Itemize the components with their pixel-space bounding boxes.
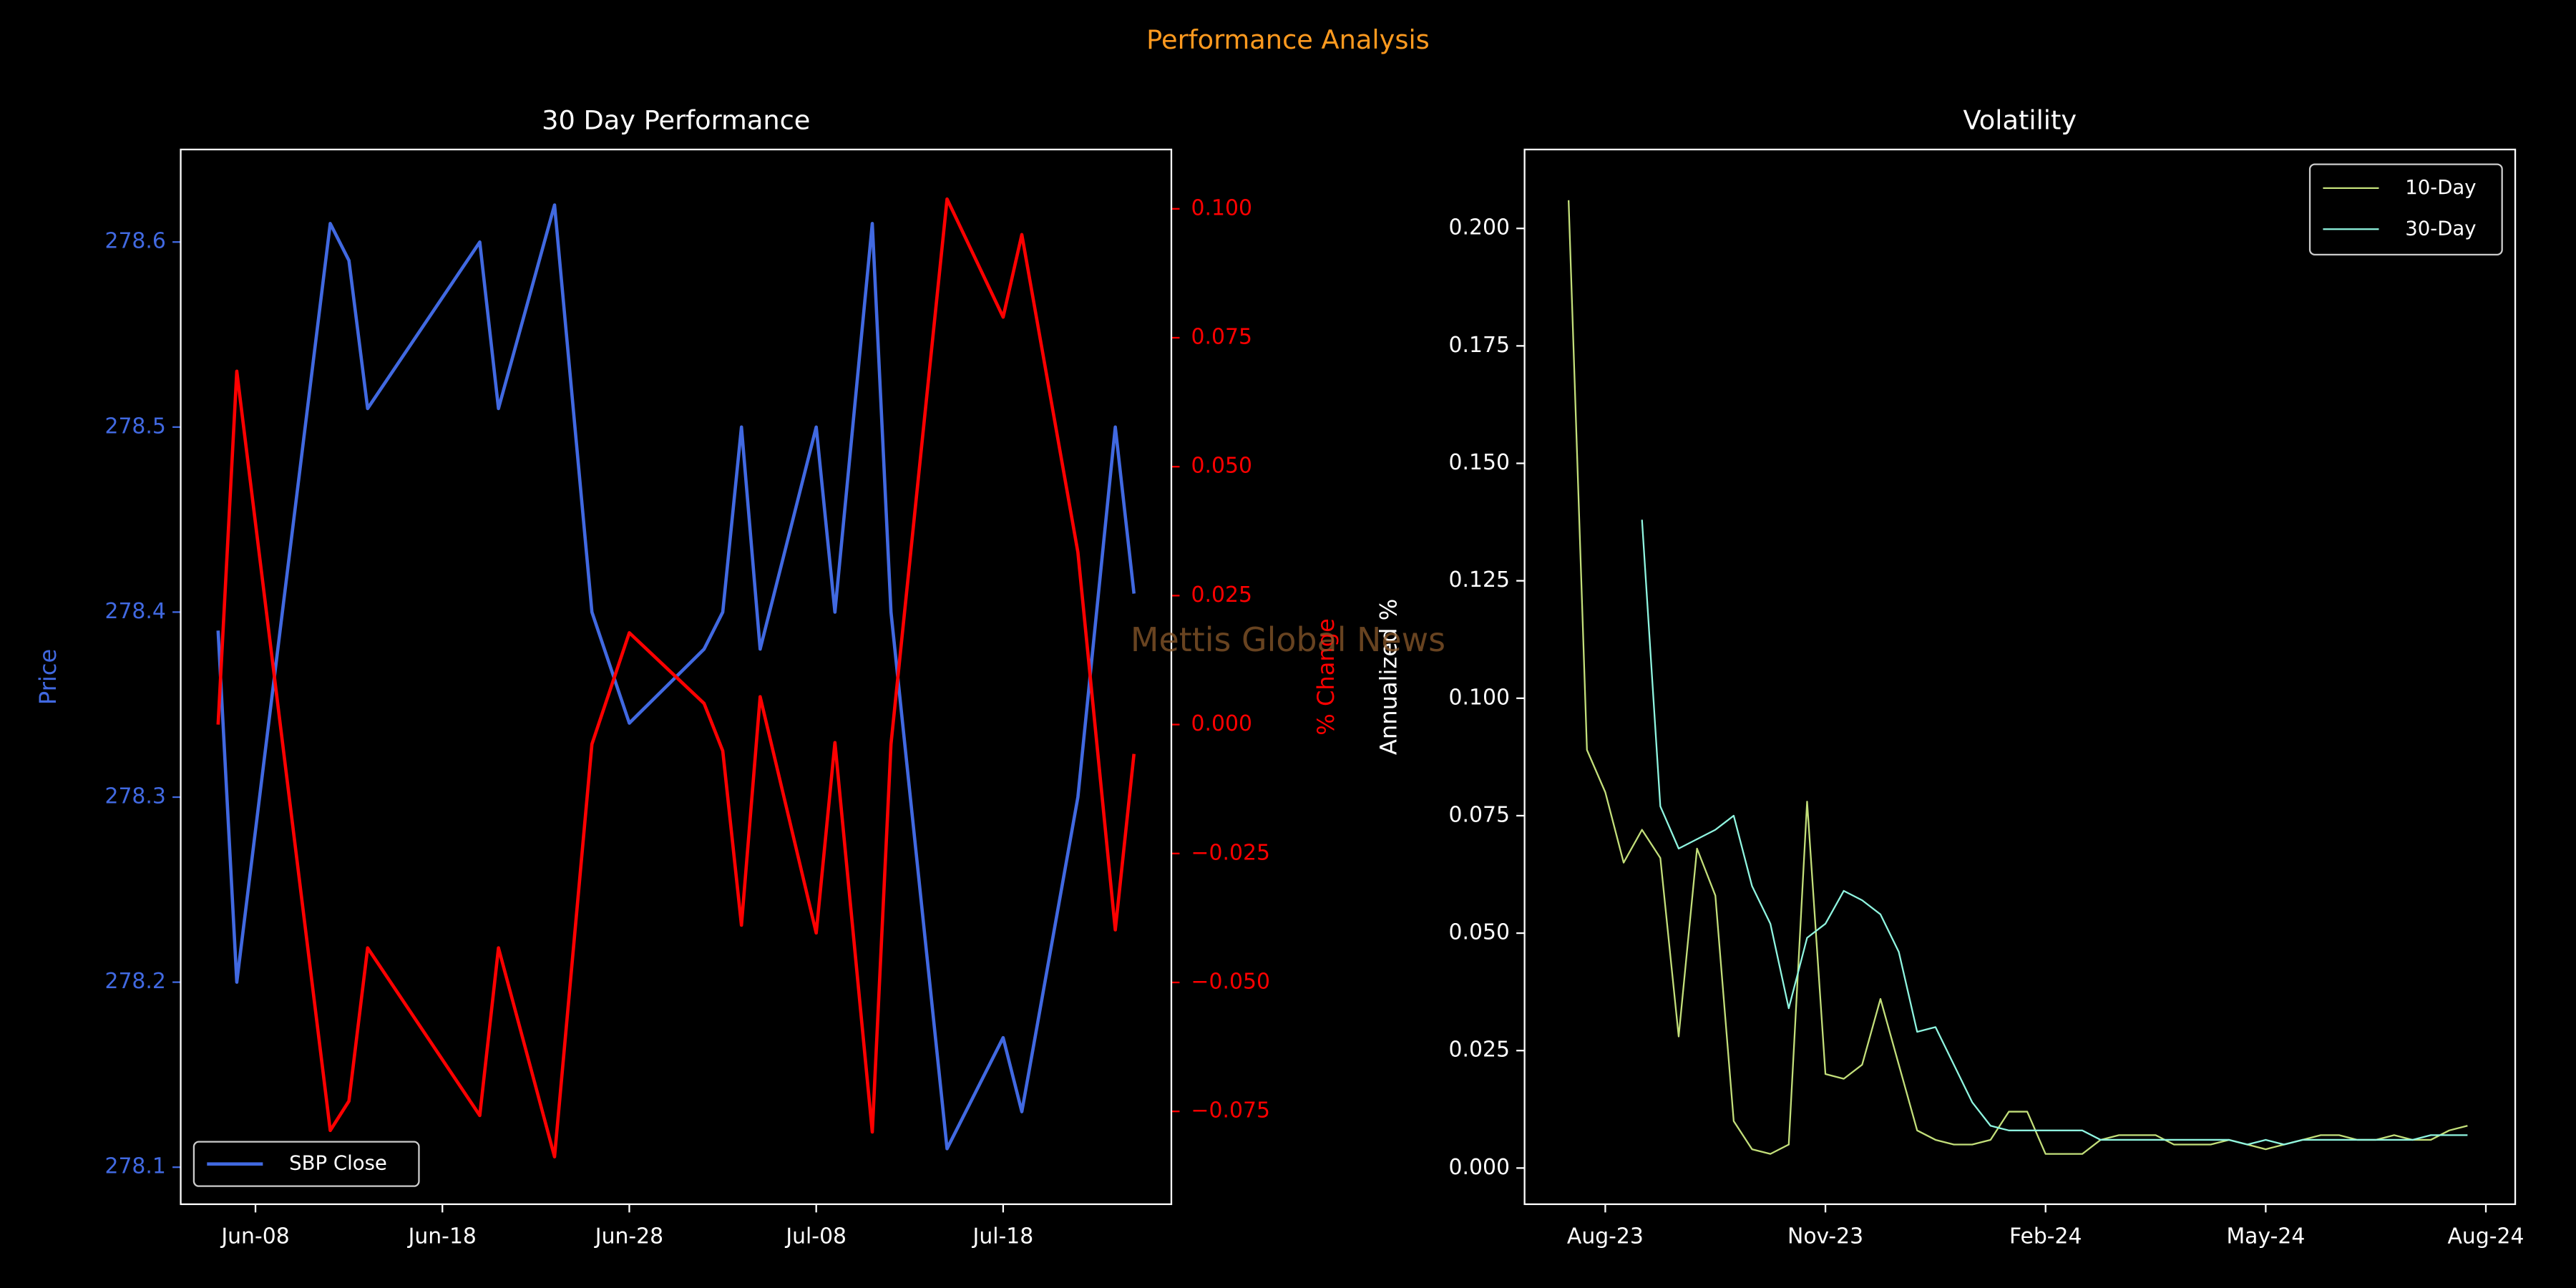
y-tick-label: 278.3	[104, 784, 165, 809]
y-tick-label: 0.200	[1449, 215, 1510, 240]
y-tick-label: 0.075	[1449, 802, 1510, 827]
x-tick-label: Jul-18	[972, 1224, 1034, 1249]
y2-tick-label: −0.025	[1191, 840, 1270, 865]
x-tick-label: Jun-18	[407, 1224, 477, 1249]
series-line	[216, 203, 1136, 1151]
plot-frame	[1523, 148, 2517, 1206]
chart-title: Volatility	[1963, 104, 2077, 135]
y-tick-label: 278.2	[104, 969, 165, 994]
y-tick-label: 0.025	[1449, 1038, 1510, 1063]
y2-axis-label: % Change	[1312, 618, 1340, 736]
chart-title: 30 Day Performance	[542, 104, 810, 135]
y-axis-label: Annualized %	[1375, 599, 1402, 755]
y-tick-label: 0.150	[1449, 450, 1510, 475]
x-tick-label: Jun-08	[220, 1224, 289, 1249]
y2-tick-label: 0.050	[1191, 454, 1252, 479]
y-tick-label: 278.5	[104, 414, 165, 439]
y-tick-label: 0.100	[1449, 685, 1510, 710]
y2-tick-label: 0.025	[1191, 582, 1252, 608]
y2-tick-label: 0.100	[1191, 195, 1252, 220]
x-tick-label: May-24	[2226, 1224, 2305, 1249]
legend-label: 10-Day	[2405, 176, 2476, 199]
legend-label: 30-Day	[2405, 217, 2476, 240]
y-tick-label: 0.125	[1449, 567, 1510, 592]
y-tick-label: 278.6	[104, 229, 165, 254]
legend-label: SBP Close	[289, 1152, 387, 1175]
y-axis-label: Price	[34, 649, 62, 705]
y-tick-label: 0.000	[1449, 1155, 1510, 1180]
x-tick-label: Feb-24	[2009, 1224, 2082, 1249]
figure-title: Performance Analysis	[1146, 24, 1430, 55]
legend-box	[2308, 163, 2503, 256]
series-line	[1641, 519, 2468, 1146]
legend-box	[192, 1141, 420, 1187]
y-tick-label: 278.1	[104, 1154, 165, 1179]
x-tick-label: Jun-28	[594, 1224, 663, 1249]
x-tick-label: Aug-23	[1567, 1224, 1644, 1249]
y-tick-label: 0.175	[1449, 333, 1510, 358]
y2-tick-label: 0.000	[1191, 711, 1252, 736]
x-tick-label: Jul-08	[784, 1224, 847, 1249]
y2-tick-label: 0.075	[1191, 325, 1252, 350]
y2-tick-label: −0.075	[1191, 1098, 1270, 1123]
y-tick-label: 0.050	[1449, 920, 1510, 945]
x-tick-label: Aug-24	[2448, 1224, 2524, 1249]
watermark: Mettis Global News	[1131, 620, 1445, 659]
y-tick-label: 278.4	[104, 599, 165, 624]
x-tick-label: Nov-23	[1787, 1224, 1863, 1249]
y2-tick-label: −0.050	[1191, 969, 1270, 994]
series-line	[1567, 200, 2468, 1155]
series-line	[216, 197, 1136, 1158]
plot-frame	[180, 148, 1173, 1206]
